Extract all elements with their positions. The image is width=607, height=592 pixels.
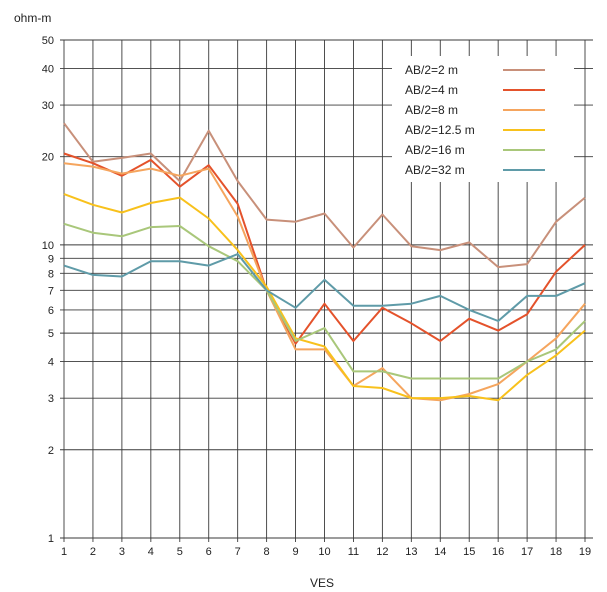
y-tick-label: 20	[42, 152, 54, 164]
series-line-2	[63, 152, 586, 345]
x-tick-labels: 1 2 3 4 5 6 7 8 9 10 11 12 13 14 15 16 17 18 19	[61, 546, 591, 558]
series-line-1	[63, 122, 586, 269]
legend-label: AB/2=12.5 m	[405, 123, 475, 137]
y-tick-label: 8	[48, 268, 54, 280]
y-tick-label: 30	[42, 100, 54, 112]
series-line-5	[63, 222, 586, 380]
y-tick-label: 3	[48, 393, 54, 405]
x-tick-label: 14	[434, 546, 446, 558]
x-tick-label: 11	[348, 546, 359, 558]
y-tick-label: 7	[48, 285, 54, 297]
legend-label: AB/2=32 m	[405, 163, 465, 177]
x-tick-label: 4	[148, 546, 154, 558]
series-line-6	[63, 253, 586, 322]
x-tick-label: 9	[292, 546, 298, 558]
x-tick-label: 18	[550, 546, 562, 558]
x-tick-label: 17	[521, 546, 533, 558]
x-tick-label: 12	[376, 546, 388, 558]
y-tick-label: 40	[42, 63, 54, 75]
legend-label: AB/2=8 m	[405, 103, 458, 117]
legend-label: AB/2=2 m	[405, 63, 458, 77]
legend-label: AB/2=16 m	[405, 143, 465, 157]
x-tick-label: 19	[579, 546, 591, 558]
y-tick-labels: 1 2 3 4 5 6 7 8 910 20 30 40 50	[42, 35, 54, 545]
x-axis-label: VES	[310, 576, 334, 590]
x-tick-label: 15	[463, 546, 475, 558]
x-tick-label: 6	[206, 546, 212, 558]
x-tick-label: 8	[264, 546, 270, 558]
x-tick-label: 3	[119, 546, 125, 558]
x-tick-label: 1	[61, 546, 67, 558]
series-line-3	[63, 162, 586, 402]
series-line-4	[63, 193, 586, 402]
grid	[60, 39, 593, 542]
x-tick-label: 2	[90, 546, 96, 558]
x-tick-label: 13	[405, 546, 417, 558]
y-axis-label: ohm-m	[14, 11, 51, 25]
x-tick-label: 7	[235, 546, 241, 558]
y-tick-label: 6	[48, 305, 54, 317]
y-tick-label: 4	[48, 357, 54, 369]
legend: AB/2=2 m AB/2=4 m AB/2=8 m AB/2=12.5 m AB/2=…	[405, 63, 545, 177]
y-tick-label: 1	[48, 533, 54, 545]
legend-box	[392, 56, 574, 182]
y-tick-label: 10	[42, 240, 54, 252]
y-tick-label: 5	[48, 328, 54, 340]
x-tick-label: 5	[177, 546, 183, 558]
x-tick-label: 16	[492, 546, 504, 558]
legend-label: AB/2=4 m	[405, 83, 458, 97]
y-tick-label: 2	[48, 445, 54, 457]
x-tick-label: 10	[318, 546, 330, 558]
y-tick-label: 9	[48, 253, 54, 265]
y-tick-label: 50	[42, 35, 54, 47]
series-layer	[63, 122, 586, 402]
